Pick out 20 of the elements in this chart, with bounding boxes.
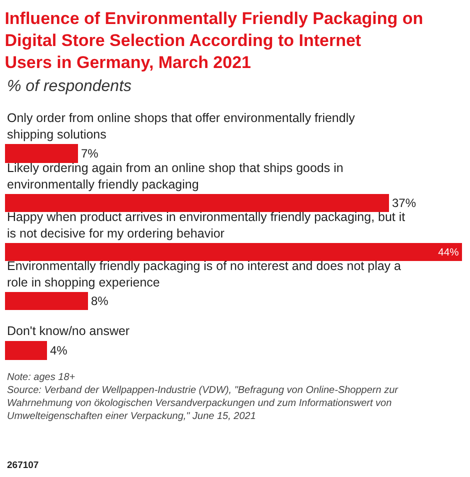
data-label: 37% [392,196,416,210]
bar [5,144,78,163]
bar [5,194,389,212]
data-label: 8% [91,294,109,308]
data-label: 4% [50,344,68,358]
bar [5,341,47,360]
y-tick-label: Environmentally friendly packaging is of no interest and does not play a role in shopping experience [7,259,402,290]
y-tick-label: Likely ordering again from an online shop that ships goods in environmentally friendly packaging [7,161,344,192]
data-label: 44% [438,247,459,258]
y-tick-label: Don't know/no answer [7,324,130,338]
data-label: 7% [81,146,99,160]
y-tick-label: Happy when product arrives in environmentally friendly packaging, but it is not decisive for my ordering behavior [7,210,406,240]
annotation: Note: ages 18+ [7,372,76,383]
chart-subtitle: % of respondents [7,78,132,95]
y-tick-label: Only order from online shops that offer environmentally friendly shipping solutions [7,111,356,142]
text: 267107 [7,460,39,471]
bar [5,292,88,310]
source-note: Source: Verband der Wellpappen-Industrie (VDW), "Befragung von Online-Shoppern zur Wahrnehmung von ökologischen Versandverpackungen und zum Informationswert von Umwelteigenschaften einer Verpackung," June 15, 2021 [7,385,399,422]
chart-title: Influence of Environmentally Friendly Packaging on Digital Store Selection According to Internet Users in Germany, March 2021 [4,8,424,72]
bar [5,243,462,261]
